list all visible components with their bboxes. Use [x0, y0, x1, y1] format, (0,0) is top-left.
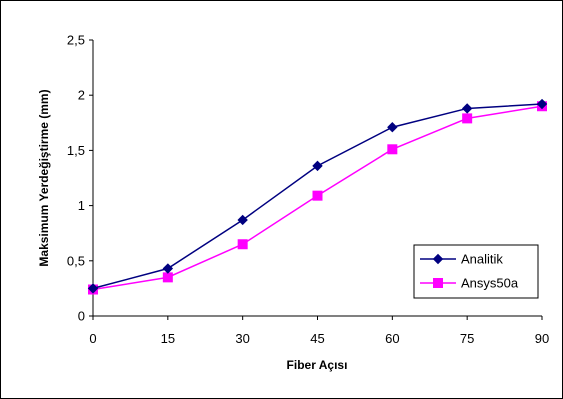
data-point-analitik [162, 263, 174, 274]
data-point-ansys50a [237, 239, 248, 250]
x-tick-label: 45 [310, 331, 324, 346]
y-tick-label: 0,5 [67, 253, 85, 268]
data-point-ansys50a [387, 144, 398, 155]
data-point-analitik [387, 122, 398, 133]
y-tick-label: 0 [78, 309, 85, 324]
y-tick-label: 2,5 [67, 33, 85, 48]
legend-label-ansys50a: Ansys50a [461, 276, 519, 291]
data-point-analitik [87, 283, 99, 294]
data-point-analitik [312, 160, 323, 172]
x-axis-title: Fiber Açısı [287, 358, 348, 372]
y-axis-title: Maksimum Yerdeğiştirme (mm) [37, 89, 51, 266]
x-tick-label: 75 [460, 331, 474, 346]
chart-series [87, 98, 548, 295]
data-point-ansys50a [162, 272, 173, 283]
x-tick-label: 30 [235, 331, 249, 346]
data-point-analitik [237, 214, 248, 226]
chart-legend: Analitik Ansys50a [413, 244, 539, 299]
data-point-ansys50a [312, 190, 323, 201]
x-tick-label: 0 [89, 331, 96, 346]
legend-box [413, 244, 539, 299]
data-point-ansys50a [462, 113, 473, 124]
chart-tick-labels: 0 0,5 1 1,5 2 2,5 0 15 30 45 60 75 90 [67, 33, 549, 347]
x-tick-label: 90 [535, 331, 549, 346]
y-tick-label: 1 [78, 198, 85, 213]
legend-marker-analitik [432, 253, 444, 265]
x-tick-label: 60 [385, 331, 399, 346]
y-tick-label: 1,5 [67, 143, 85, 158]
chart-axes [89, 39, 543, 320]
data-point-analitik [536, 98, 548, 110]
x-tick-label: 15 [161, 331, 175, 346]
legend-label-analitik: Analitik [461, 252, 503, 267]
data-point-analitik [461, 103, 473, 114]
legend-marker-ansys50a [433, 278, 443, 288]
y-tick-label: 2 [78, 88, 85, 103]
